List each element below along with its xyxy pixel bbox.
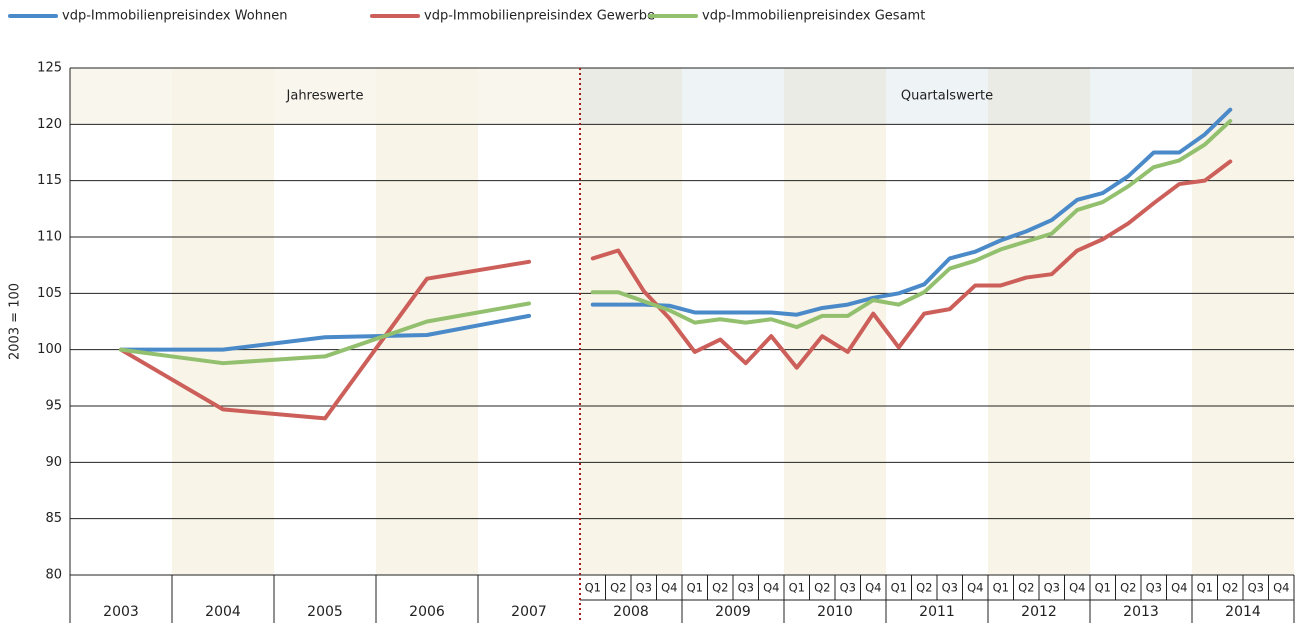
x-tick-label: 2007 xyxy=(511,604,547,620)
annotation: Jahreswerte xyxy=(286,89,364,104)
x-tick-label: Q2 xyxy=(1018,581,1034,595)
x-tick-label: Q2 xyxy=(712,581,728,595)
x-tick-label: Q3 xyxy=(738,581,754,595)
legend-label: vdp-Immobilienpreisindex Gewerbe xyxy=(424,9,655,24)
x-tick-label: Q3 xyxy=(1146,581,1162,595)
x-group-label: 2014 xyxy=(1225,604,1261,620)
x-group-label: 2008 xyxy=(613,604,649,620)
x-tick-label: 2004 xyxy=(205,604,241,620)
x-tick-label: Q4 xyxy=(1069,581,1085,595)
y-tick-label: 110 xyxy=(37,230,62,245)
x-tick-label: Q3 xyxy=(942,581,958,595)
y-tick-label: 80 xyxy=(45,568,62,583)
x-tick-label: Q3 xyxy=(1248,581,1264,595)
x-tick-label: Q4 xyxy=(1273,581,1289,595)
x-tick-label: Q1 xyxy=(687,581,703,595)
x-tick-label: Q2 xyxy=(610,581,626,595)
x-tick-label: Q3 xyxy=(636,581,652,595)
y-axis-label: 2003 = 100 xyxy=(8,283,23,360)
series-line xyxy=(590,118,1233,330)
annotation: Quartalswerte xyxy=(901,89,993,104)
series-line xyxy=(119,313,531,352)
x-tick-label: Q1 xyxy=(891,581,907,595)
series-line xyxy=(119,301,531,366)
header-band xyxy=(478,68,580,125)
legend-label: vdp-Immobilienpreisindex Wohnen xyxy=(62,9,287,24)
header-band xyxy=(1090,68,1192,125)
x-group-label: 2010 xyxy=(817,604,853,620)
header-band xyxy=(784,68,886,125)
x-tick-label: Q4 xyxy=(661,581,677,595)
x-tick-label: Q4 xyxy=(967,581,983,595)
x-tick-label: Q2 xyxy=(1120,581,1136,595)
y-tick-label: 125 xyxy=(37,61,62,76)
header-band xyxy=(988,68,1090,125)
header-band xyxy=(274,68,376,125)
x-tick-label: 2003 xyxy=(103,604,139,620)
x-group-label: 2013 xyxy=(1123,604,1159,620)
x-tick-label: 2005 xyxy=(307,604,343,620)
header-band xyxy=(580,68,682,125)
header-band xyxy=(70,68,172,125)
series-line xyxy=(590,159,1233,370)
series-line xyxy=(590,107,1233,317)
header-band xyxy=(1192,68,1294,125)
x-tick-label: Q4 xyxy=(865,581,881,595)
x-tick-label: Q1 xyxy=(789,581,805,595)
x-group-label: 2011 xyxy=(919,604,955,620)
y-tick-label: 120 xyxy=(37,117,62,132)
x-tick-label: Q4 xyxy=(1171,581,1187,595)
y-tick-label: 90 xyxy=(45,455,62,470)
x-tick-label: 2006 xyxy=(409,604,445,620)
x-tick-label: Q1 xyxy=(1197,581,1213,595)
x-tick-label: Q1 xyxy=(993,581,1009,595)
x-group-label: 2009 xyxy=(715,604,751,620)
x-tick-label: Q2 xyxy=(916,581,932,595)
x-tick-label: Q4 xyxy=(763,581,779,595)
y-tick-label: 100 xyxy=(37,342,62,357)
y-tick-label: 115 xyxy=(37,173,62,188)
legend-label: vdp-Immobilienpreisindex Gesamt xyxy=(702,9,925,24)
x-tick-label: Q3 xyxy=(840,581,856,595)
x-group-label: 2012 xyxy=(1021,604,1057,620)
y-tick-label: 95 xyxy=(45,399,62,414)
y-tick-label: 85 xyxy=(45,511,62,526)
x-tick-label: Q2 xyxy=(1222,581,1238,595)
y-tick-label: 105 xyxy=(37,286,62,301)
header-band xyxy=(886,68,988,125)
x-tick-label: Q1 xyxy=(1095,581,1111,595)
x-tick-label: Q1 xyxy=(585,581,601,595)
column-band xyxy=(172,68,274,575)
header-band xyxy=(682,68,784,125)
x-tick-label: Q2 xyxy=(814,581,830,595)
x-tick-label: Q3 xyxy=(1044,581,1060,595)
series-line xyxy=(119,259,531,421)
